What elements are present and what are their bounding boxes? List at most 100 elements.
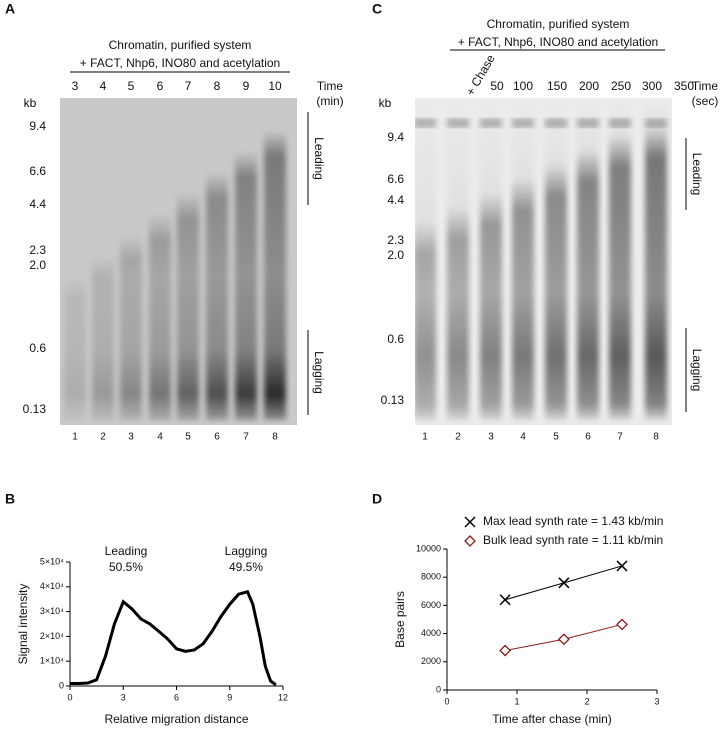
lane-number: 2 bbox=[100, 432, 106, 443]
x-axis-label: Time after chase (min) bbox=[492, 712, 612, 726]
y-tick-label: 0 bbox=[436, 684, 441, 694]
lane-number: 4 bbox=[520, 432, 526, 443]
lane-number: 7 bbox=[617, 432, 623, 443]
lane-number: 2 bbox=[455, 432, 461, 443]
x-tick-label: 1 bbox=[514, 696, 519, 706]
time-value: 9 bbox=[243, 79, 250, 93]
time-value: 100 bbox=[513, 79, 533, 93]
lane-number: 8 bbox=[653, 432, 659, 443]
y-tick-label: 5×10⁴ bbox=[40, 556, 64, 566]
size-marker: 4.4 bbox=[29, 197, 46, 211]
size-marker: 2.0 bbox=[29, 258, 46, 272]
time-unit: (sec) bbox=[692, 94, 719, 108]
x-tick-label: 12 bbox=[278, 692, 288, 702]
gel-lane bbox=[177, 100, 199, 420]
annotation: Leading bbox=[105, 544, 148, 558]
gel-lane bbox=[206, 100, 228, 420]
marker-diamond bbox=[557, 633, 570, 646]
x-tick-label: 6 bbox=[174, 692, 179, 702]
region-label: Lagging bbox=[312, 351, 326, 394]
marker-x bbox=[499, 594, 511, 606]
annotation: 50.5% bbox=[109, 560, 143, 574]
y-tick-label: 3×10⁴ bbox=[40, 606, 64, 616]
time-value: 150 bbox=[547, 79, 567, 93]
gel-lane bbox=[480, 100, 502, 420]
lane-number: 6 bbox=[214, 432, 220, 443]
marker-diamond bbox=[499, 644, 512, 657]
lane-number: 1 bbox=[422, 432, 428, 443]
signal-curve bbox=[70, 590, 277, 687]
annotation: 49.5% bbox=[229, 560, 263, 574]
gel-well-band bbox=[447, 118, 469, 128]
marker-diamond bbox=[616, 618, 628, 631]
gel-well-band bbox=[645, 118, 667, 128]
lane-number: 3 bbox=[488, 432, 494, 443]
marker-x bbox=[558, 577, 570, 589]
gel-lane bbox=[645, 100, 667, 420]
size-marker: 6.6 bbox=[29, 164, 46, 178]
size-marker: 2.0 bbox=[387, 248, 404, 262]
y-tick-label: 2000 bbox=[421, 656, 441, 666]
time-label: Time bbox=[692, 79, 719, 93]
region-label: Leading bbox=[312, 137, 326, 180]
x-tick-label: 3 bbox=[121, 692, 126, 702]
time-value: 50 bbox=[490, 79, 504, 93]
gel-lanes bbox=[415, 100, 667, 420]
size-marker: 2.3 bbox=[29, 243, 46, 257]
x-tick-label: 0 bbox=[67, 692, 72, 702]
gel-well-band bbox=[415, 118, 436, 128]
x-tick-label: 0 bbox=[444, 696, 449, 706]
y-tick-label: 0 bbox=[59, 680, 64, 690]
y-tick-label: 8000 bbox=[421, 572, 441, 582]
marker-x bbox=[464, 516, 476, 528]
size-marker: 6.6 bbox=[387, 172, 404, 186]
legend-label: Bulk lead synth rate = 1.11 kb/min bbox=[483, 533, 663, 547]
time-value: 10 bbox=[268, 79, 282, 93]
time-value: 4 bbox=[100, 79, 107, 93]
lane-number: 7 bbox=[243, 432, 249, 443]
lane-number: 4 bbox=[157, 432, 163, 443]
gel-lane bbox=[545, 100, 567, 420]
size-marker: 9.4 bbox=[387, 130, 404, 144]
gel-header: Chromatin, purified system bbox=[109, 38, 252, 52]
gel-lane bbox=[235, 100, 257, 420]
kb-label: kb bbox=[379, 96, 392, 110]
gel-lane bbox=[512, 100, 534, 420]
y-tick-label: 4000 bbox=[421, 628, 441, 638]
gel-well-band bbox=[577, 118, 599, 128]
gel-lane bbox=[577, 100, 599, 420]
panel-letter: C bbox=[372, 1, 382, 17]
size-marker: 0.6 bbox=[387, 332, 404, 346]
gel-lane bbox=[415, 100, 436, 420]
gel-well-band bbox=[545, 118, 567, 128]
time-value: 200 bbox=[579, 79, 599, 93]
kb-label: kb bbox=[24, 96, 37, 110]
time-value: 300 bbox=[642, 79, 662, 93]
gel-well-band bbox=[480, 118, 502, 128]
gel-well-band bbox=[512, 118, 534, 128]
gel-lane bbox=[264, 100, 286, 420]
x-tick-label: 3 bbox=[654, 696, 659, 706]
gel-well-band bbox=[609, 118, 631, 128]
gel-lane bbox=[149, 100, 171, 420]
gel-header: + FACT, Nhp6, INO80 and acetylation bbox=[80, 56, 280, 70]
region-label: Leading bbox=[690, 153, 704, 196]
y-tick-label: 6000 bbox=[421, 600, 441, 610]
y-tick-label: 1×10⁴ bbox=[40, 656, 64, 666]
lane-number: 5 bbox=[185, 432, 191, 443]
gel-header: + FACT, Nhp6, INO80 and acetylation bbox=[458, 35, 658, 49]
size-marker: 2.3 bbox=[387, 233, 404, 247]
y-tick-label: 4×10⁴ bbox=[40, 581, 64, 591]
marker-diamond bbox=[464, 535, 476, 547]
y-tick-label: 10000 bbox=[416, 543, 441, 553]
annotation: Lagging bbox=[225, 544, 268, 558]
gel-lane bbox=[64, 100, 86, 420]
time-value: 250 bbox=[611, 79, 631, 93]
lane-number: 5 bbox=[553, 432, 559, 443]
size-marker: 0.13 bbox=[381, 393, 405, 407]
gel-lanes bbox=[64, 100, 286, 420]
size-marker: 4.4 bbox=[387, 193, 404, 207]
size-marker: 9.4 bbox=[29, 119, 46, 133]
x-axis-label: Relative migration distance bbox=[104, 712, 248, 726]
time-value: 350 bbox=[674, 79, 694, 93]
